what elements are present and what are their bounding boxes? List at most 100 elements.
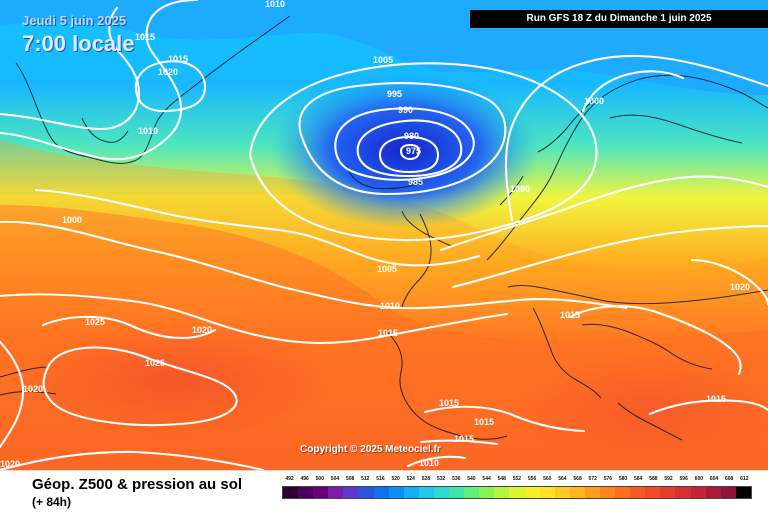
isobar-label-1000-north-sea: 1000 xyxy=(510,184,530,194)
legend-swatch xyxy=(539,487,555,498)
legend-swatch xyxy=(403,487,419,498)
legend-swatch xyxy=(464,487,480,498)
legend-label: 524 xyxy=(406,476,415,482)
legend-label: 588 xyxy=(649,476,658,482)
isobar-label-1015-mediterranean: 1015 xyxy=(474,417,494,427)
legend-label: 560 xyxy=(543,476,552,482)
footer-panel: Géop. Z500 & pression au sol (+ 84h) 492… xyxy=(0,470,768,512)
legend-label: 536 xyxy=(452,476,461,482)
legend-label: 500 xyxy=(315,476,324,482)
legend-label: 556 xyxy=(527,476,537,482)
legend-swatch xyxy=(433,487,450,498)
legend-swatch xyxy=(660,487,676,498)
copyright-text: Copyright © 2025 Meteociel.fr xyxy=(300,444,441,455)
forecast-step: (+ 84h) xyxy=(32,495,72,509)
legend-swatch xyxy=(358,487,374,498)
legend-label: 512 xyxy=(361,476,370,482)
isobar-label-1005-uk: 1005 xyxy=(377,264,397,274)
forecast-map: 1010 1015 1015 1020 1010 1005 995 990 98… xyxy=(0,0,768,470)
forecast-date: Jeudi 5 juin 2025 xyxy=(22,13,127,28)
legend-label: 572 xyxy=(588,476,597,482)
isobar-label-1020-atlantic: 1020 xyxy=(192,325,212,335)
isobar-label-1020-bottom-left: 1020 xyxy=(0,459,20,469)
legend-swatch xyxy=(599,487,616,498)
legend-label: 568 xyxy=(573,476,582,482)
legend-label: 492 xyxy=(285,476,294,482)
isobar-label-1015-france: 1015 xyxy=(378,328,398,338)
legend-label: 520 xyxy=(391,476,400,482)
legend-swatch xyxy=(645,487,661,498)
isobar-label-1015-iberia: 1015 xyxy=(439,398,459,408)
legend-label: 592 xyxy=(664,476,673,482)
deep-low-shading xyxy=(270,72,540,228)
isobar-label-990: 990 xyxy=(398,105,413,115)
legend-label: 564 xyxy=(558,476,567,482)
isobar-label-1010-top: 1010 xyxy=(265,0,285,9)
isobars xyxy=(0,0,768,470)
legend-swatch xyxy=(328,487,344,498)
legend-swatch xyxy=(298,487,314,498)
isobar-label-1000-scandinavia: 1000 xyxy=(584,96,604,106)
legend-swatch xyxy=(388,487,404,498)
model-run-banner: Run GFS 18 Z du Dimanche 1 juin 2025 xyxy=(470,10,768,28)
isobar-label-1025-left: 1025 xyxy=(85,317,105,327)
isobar-label-1015-central-europe: 1015 xyxy=(560,310,580,320)
legend-label: 600 xyxy=(694,476,704,482)
legend-label: 604 xyxy=(709,476,719,482)
map-canvas: 1010 1015 1015 1020 1010 1005 995 990 98… xyxy=(0,0,768,470)
isobar-label-1020-greenland: 1020 xyxy=(158,67,178,77)
legend-swatch xyxy=(494,487,510,498)
isobar-labels: 1010 1015 1015 1020 1010 1005 995 990 98… xyxy=(0,0,750,469)
legend-label: 532 xyxy=(436,476,446,482)
isobar-label-1010-greenland: 1010 xyxy=(138,126,158,136)
forecast-time: 7:00 locale xyxy=(22,31,135,56)
isobar-label-1010-south: 1010 xyxy=(419,458,439,468)
legend-swatch xyxy=(690,487,706,498)
legend-label: 596 xyxy=(679,476,688,482)
legend-label: 540 xyxy=(467,476,476,482)
isobar-label-985: 985 xyxy=(408,177,423,187)
isobar-label-975: 975 xyxy=(406,146,421,156)
legend-label: 496 xyxy=(300,476,309,482)
legend-label: 544 xyxy=(482,476,491,482)
legend-label: 612 xyxy=(740,476,749,482)
legend-label: 504 xyxy=(330,476,340,482)
legend-swatch xyxy=(584,487,600,498)
isobar-label-1025-center: 1025 xyxy=(145,358,165,368)
legend-label: 528 xyxy=(421,476,431,482)
south-high-shading xyxy=(15,322,335,438)
legend-labels: 492 496 500 504 508 512 516 520 524 528 532 536 540 5… xyxy=(282,476,752,485)
southeast-red-shading xyxy=(515,355,768,465)
legend-swatch xyxy=(630,487,646,498)
legend-swatch xyxy=(735,487,751,498)
legend-swatch xyxy=(569,487,585,498)
legend-swatch xyxy=(554,487,570,498)
isobar-label-1010-france: 1010 xyxy=(380,301,400,311)
legend-label: 508 xyxy=(345,476,355,482)
legend-label: 584 xyxy=(634,476,643,482)
isobar-label-1000-atlantic: 1000 xyxy=(62,215,82,225)
legend-swatch xyxy=(479,487,495,498)
isobar-label-1015-right: 1015 xyxy=(706,394,726,404)
legend-swatch xyxy=(313,487,329,498)
isobar-label-1015-greenland: 1015 xyxy=(168,54,188,64)
legend-label: 576 xyxy=(603,476,613,482)
legend-swatch xyxy=(524,487,540,498)
legend-swatch xyxy=(720,487,736,498)
legend-swatch xyxy=(675,487,691,498)
isobar-label-1020-left: 1020 xyxy=(23,384,43,394)
isobar-label-1005-north: 1005 xyxy=(373,55,393,65)
isobar-label-1015-upper-left: 1015 xyxy=(135,32,155,42)
legend-swatch xyxy=(373,487,389,498)
legend-label: 548 xyxy=(497,476,506,482)
legend-swatch xyxy=(283,487,299,498)
product-title: Géop. Z500 & pression au sol xyxy=(32,476,243,493)
legend-swatch xyxy=(509,487,525,498)
legend-label: 580 xyxy=(618,476,628,482)
legend-label: 552 xyxy=(512,476,522,482)
legend-swatch xyxy=(705,487,721,498)
legend-swatch xyxy=(418,487,434,498)
legend-swatch xyxy=(615,487,631,498)
isobar-label-995: 995 xyxy=(387,89,402,99)
